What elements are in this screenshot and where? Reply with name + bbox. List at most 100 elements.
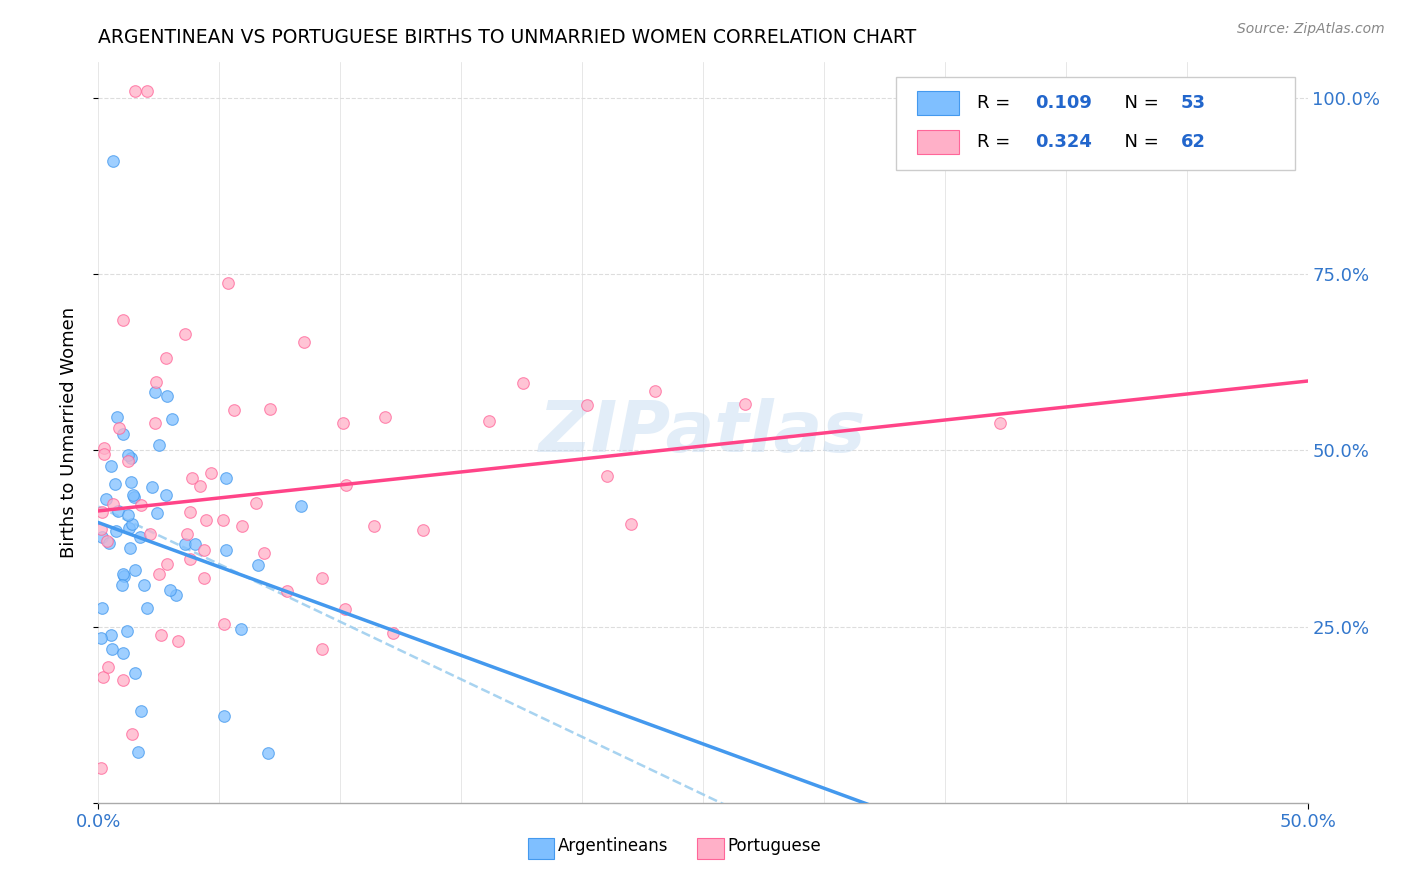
Point — [117, 454, 139, 468]
Point — [148, 438, 170, 452]
Point — [195, 513, 218, 527]
Text: 0.324: 0.324 — [1036, 133, 1092, 151]
Text: N =: N = — [1114, 133, 1164, 151]
Point — [363, 519, 385, 533]
Point — [94, 492, 117, 507]
Text: 0.109: 0.109 — [1036, 95, 1092, 112]
Point — [734, 397, 756, 411]
Point — [215, 543, 238, 558]
Point — [311, 642, 333, 657]
Point — [91, 530, 114, 544]
Point — [224, 403, 246, 417]
Point — [112, 569, 135, 583]
Point — [229, 622, 252, 636]
Point — [290, 500, 312, 514]
Point — [120, 475, 142, 490]
Point — [576, 398, 599, 412]
Point — [105, 409, 128, 424]
Bar — [527, 838, 554, 859]
Point — [620, 516, 643, 531]
Point — [100, 628, 122, 642]
Point — [117, 508, 139, 523]
Point — [159, 583, 181, 598]
Bar — [697, 838, 724, 859]
Point — [150, 628, 173, 642]
Point — [120, 541, 142, 555]
Point — [193, 542, 215, 557]
Point — [136, 601, 159, 615]
Point — [245, 496, 267, 510]
Point — [148, 566, 170, 581]
Point — [200, 467, 222, 481]
Point — [91, 505, 114, 519]
Point — [156, 389, 179, 403]
Point — [155, 351, 177, 365]
Point — [117, 448, 139, 462]
Point — [212, 513, 235, 527]
Point — [121, 517, 143, 532]
Point — [145, 376, 167, 390]
Point — [128, 530, 150, 544]
Point — [215, 471, 238, 485]
Point — [112, 646, 135, 660]
Point — [124, 84, 146, 98]
Point — [118, 521, 141, 535]
Text: N =: N = — [1114, 95, 1164, 112]
Point — [91, 600, 114, 615]
Point — [127, 745, 149, 759]
Point — [374, 410, 396, 425]
Point — [143, 416, 166, 430]
Text: R =: R = — [977, 95, 1017, 112]
Point — [184, 537, 207, 551]
Point — [112, 313, 135, 327]
Point — [132, 578, 155, 592]
Point — [141, 480, 163, 494]
Point — [93, 441, 115, 455]
Point — [108, 421, 131, 435]
Point — [97, 660, 120, 674]
Point — [93, 447, 115, 461]
Text: 62: 62 — [1181, 133, 1205, 151]
Point — [104, 477, 127, 491]
Point — [121, 726, 143, 740]
Point — [256, 747, 278, 761]
Point — [90, 760, 112, 774]
Point — [124, 665, 146, 680]
Text: Argentineans: Argentineans — [558, 837, 668, 855]
Point — [217, 277, 239, 291]
Point — [98, 535, 121, 549]
Point — [156, 558, 179, 572]
Point — [259, 401, 281, 416]
Text: Portuguese: Portuguese — [727, 837, 821, 855]
Point — [332, 416, 354, 430]
Point — [122, 488, 145, 502]
Point — [231, 519, 253, 533]
Point — [174, 327, 197, 342]
Point — [139, 527, 162, 541]
Point — [145, 384, 167, 399]
Text: R =: R = — [977, 133, 1017, 151]
Point — [292, 334, 315, 349]
Point — [188, 479, 211, 493]
Point — [644, 384, 666, 398]
Y-axis label: Births to Unmarried Women: Births to Unmarried Women — [59, 307, 77, 558]
Point — [101, 154, 124, 169]
Point — [101, 642, 124, 657]
Point — [90, 522, 112, 536]
Point — [335, 478, 357, 492]
Point — [179, 505, 201, 519]
Point — [988, 417, 1011, 431]
Point — [96, 533, 118, 548]
Point — [166, 633, 188, 648]
FancyBboxPatch shape — [897, 78, 1295, 169]
Text: ARGENTINEAN VS PORTUGUESE BIRTHS TO UNMARRIED WOMEN CORRELATION CHART: ARGENTINEAN VS PORTUGUESE BIRTHS TO UNMA… — [98, 28, 917, 47]
Point — [135, 84, 157, 98]
Point — [155, 488, 177, 502]
Point — [165, 588, 187, 602]
Point — [104, 524, 127, 538]
Point — [412, 523, 434, 537]
Point — [111, 673, 134, 687]
Point — [129, 499, 152, 513]
Point — [193, 571, 215, 585]
Point — [107, 504, 129, 518]
